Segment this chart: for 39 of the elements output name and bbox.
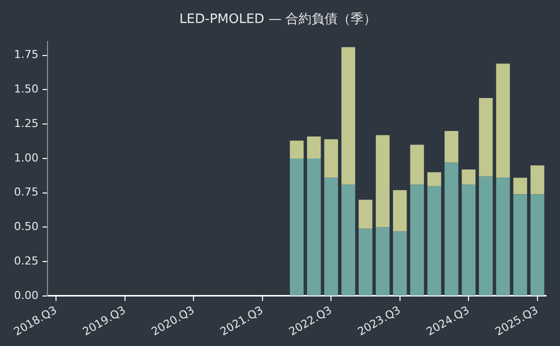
bar [427,172,442,186]
bar [341,47,356,185]
bar [444,130,458,163]
bar [393,190,407,232]
bar [530,194,544,296]
bar [444,162,458,296]
bar [307,136,321,158]
y-tick-label: 0.00 [14,288,38,302]
bar [530,165,544,194]
y-tick-label: 0.25 [14,254,38,268]
y-tick-label: 1.75 [14,48,38,62]
bar [496,64,510,178]
bar [462,169,476,185]
bar [462,184,476,296]
bar [341,184,356,296]
bar [290,140,304,158]
y-tick-label: 1.25 [14,116,38,130]
bar [376,227,390,296]
bar [427,186,442,296]
bar [513,178,528,194]
y-tick-label: 0.50 [14,220,38,234]
bar [376,135,390,228]
bar [358,200,372,229]
y-tick-label: 0.75 [14,186,38,199]
bar [290,158,304,296]
bar [324,178,338,296]
bar [478,98,493,176]
chart-title: LED-PMOLED — 合約負債（季） [179,12,377,28]
bar [307,158,321,296]
bar [478,176,493,296]
bar [393,231,407,296]
y-tick-label: 1.00 [14,151,38,164]
bar [496,178,510,296]
bar [324,139,338,178]
y-tick-label: 1.50 [14,82,38,96]
bar [358,228,372,296]
bar [410,184,424,296]
bar [513,194,528,296]
bar [410,144,424,185]
